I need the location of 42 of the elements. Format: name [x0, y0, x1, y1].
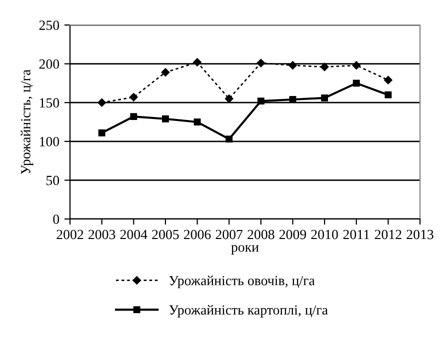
- y-tick-label: 100: [40, 136, 60, 146]
- point: [226, 136, 233, 143]
- x-tick-label: 2011: [343, 230, 370, 240]
- y-axis-title: Урожайність, ц/га: [20, 70, 34, 174]
- point: [320, 62, 329, 72]
- x-tick-label: 2006: [184, 230, 211, 240]
- point: [289, 96, 296, 103]
- point: [224, 94, 234, 103]
- x-tick-label: 2002: [56, 230, 84, 240]
- x-tick-label: 2009: [279, 230, 306, 240]
- y-tick-label: 200: [39, 59, 60, 69]
- point: [98, 98, 106, 107]
- x-tick-label: 2013: [406, 230, 434, 240]
- point: [288, 61, 297, 70]
- point: [321, 94, 328, 102]
- x-axis-title: роки: [231, 245, 259, 255]
- legend-label: Урожайність овочів, ц/га: [169, 276, 315, 288]
- x-tick-label: 2003: [88, 230, 116, 240]
- x-tick-label: 2012: [374, 230, 402, 240]
- legend-label: Урожайність картоплі, ц/га: [169, 305, 328, 318]
- point: [257, 98, 264, 105]
- point: [352, 80, 360, 87]
- y-tick-label: 0: [53, 214, 60, 224]
- point: [384, 91, 392, 98]
- point: [194, 118, 201, 126]
- y-tick-label: 250: [39, 20, 60, 30]
- x-tick-label: 2004: [120, 230, 148, 240]
- point: [130, 93, 138, 102]
- point: [162, 115, 169, 122]
- y-tick-label: 150: [40, 98, 60, 108]
- point: [193, 58, 202, 66]
- y-tick-label: 50: [46, 176, 60, 186]
- point: [352, 61, 360, 70]
- point: [384, 76, 392, 84]
- x-tick-label: 2007: [216, 230, 243, 240]
- point: [161, 68, 170, 76]
- point: [256, 58, 266, 68]
- point: [98, 129, 106, 136]
- point: [130, 113, 138, 120]
- x-tick-label: 2005: [152, 230, 179, 240]
- x-tick-label: 2008: [248, 230, 274, 240]
- x-tick-label: 2010: [311, 230, 338, 240]
